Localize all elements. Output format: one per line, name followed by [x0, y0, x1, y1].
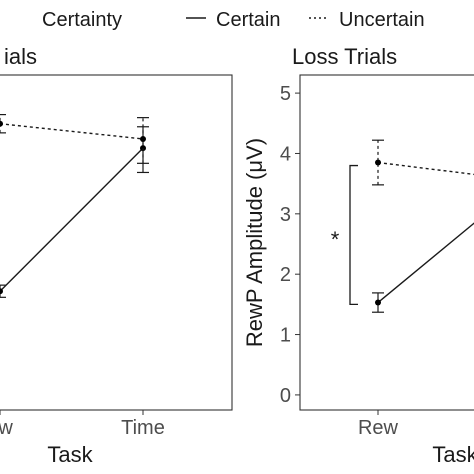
series-line-uncertain	[377, 161, 474, 176]
legend-title: Certainty	[42, 9, 122, 31]
data-point-uncertain	[0, 120, 3, 127]
x-tick-label: ew	[0, 417, 13, 439]
legend-label-uncertain: Uncertain	[339, 9, 425, 31]
plot-border	[0, 74, 233, 411]
significance-label: *	[331, 227, 340, 252]
series-line-uncertain	[0, 123, 144, 140]
y-tick-label: 3	[280, 204, 291, 226]
series-line-certain	[377, 222, 474, 304]
panel-gain-trials: ials ew Time Task	[0, 44, 233, 467]
significance-bracket	[349, 164, 358, 306]
x-tick-label: Time	[121, 417, 165, 439]
x-tick-label: Rew	[358, 417, 399, 439]
panel-title: Loss Trials	[292, 44, 397, 69]
legend: Certainty Certain Uncertain	[42, 9, 425, 31]
plot-border	[299, 74, 474, 411]
data-point-certain	[140, 145, 146, 152]
data-point-uncertain	[140, 135, 146, 142]
x-axis-title: Task	[47, 442, 93, 467]
x-axis-title: Task	[432, 442, 474, 467]
y-tick-label: 1	[280, 325, 291, 347]
y-axis-title: RewP Amplitude (μV)	[242, 138, 267, 347]
panel-title: ials	[4, 44, 37, 69]
legend-label-certain: Certain	[216, 9, 280, 31]
y-tick-label: 5	[280, 83, 291, 105]
y-tick-label: 4	[280, 143, 291, 165]
panel-loss-trials: Loss Trials012345RewTimeTaskRewP Amplitu…	[242, 44, 474, 467]
series-line-certain	[0, 147, 144, 292]
data-point-uncertain	[375, 159, 381, 166]
y-tick-label: 2	[280, 264, 291, 286]
y-tick-label: 0	[280, 385, 291, 407]
data-point-certain	[0, 288, 3, 295]
data-point-certain	[375, 299, 381, 306]
